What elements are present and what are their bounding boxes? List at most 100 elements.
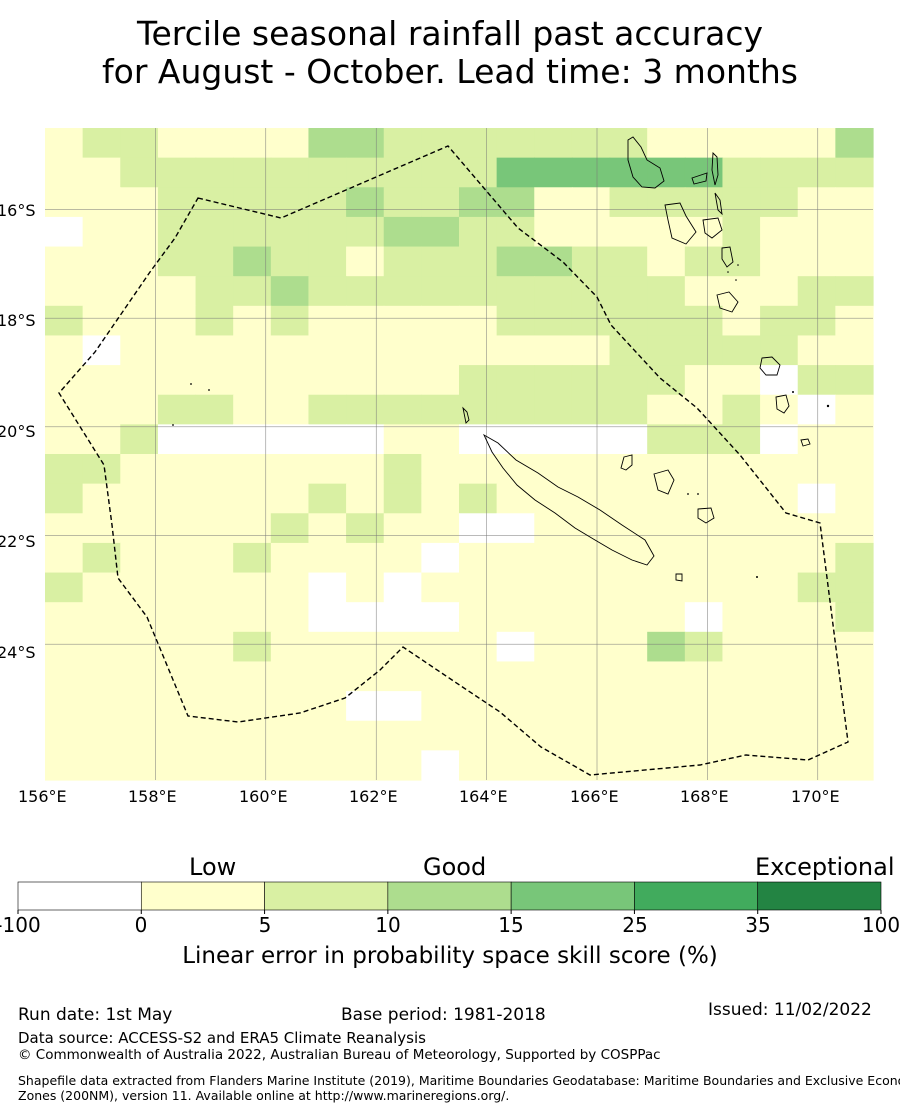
lon-label-158e: 158°E [128,787,177,806]
skill-cell [45,128,84,159]
skill-cell [760,661,799,692]
colorbar-category-exceptional: Exceptional [755,853,895,881]
skill-cell [157,750,197,781]
skill-cell [609,454,648,485]
skill-cell [157,424,197,455]
colorbar-tick-100: 100 [861,913,900,937]
skill-cell [835,276,874,307]
skill-cell [421,246,460,277]
skill-cell [760,691,799,722]
skill-cell [534,542,573,574]
skill-cell [120,631,159,663]
skill-cell [195,216,234,248]
skill-cell [346,216,385,248]
skill-cell [609,602,648,633]
skill-cell [383,572,422,603]
colorbar-bin [510,881,635,911]
skill-cell [760,365,799,396]
skill-cell [421,513,460,544]
skill-cell [346,128,385,159]
skill-cell [421,691,460,722]
skill-cell [760,216,799,248]
skill-cell [571,394,611,425]
copyright: © Commonwealth of Australia 2022, Austra… [18,1047,661,1063]
skill-cell [270,365,310,396]
aneityum-coastline [800,438,811,447]
skill-cell [308,216,347,248]
skill-cell [835,513,874,544]
skill-cell [722,602,761,633]
skill-cell [647,246,686,277]
skill-cell [120,750,159,781]
skill-cell [496,305,535,337]
skill-cell [797,128,836,159]
skill-cell [421,187,460,218]
skill-cell [571,365,611,396]
skill-cell [647,483,686,514]
skill-cell [647,335,686,366]
skill-cell [45,305,84,337]
skill-cell [684,276,724,307]
skill-cell [684,602,724,633]
skill-cell [459,305,498,337]
colorbar-bin [757,881,882,911]
skill-cell [459,631,498,663]
skill-cell [459,572,498,603]
skill-cell [421,305,460,337]
skill-cell [82,305,121,337]
skill-cell [82,394,121,425]
skill-cell [270,216,310,248]
colorbar-label: Linear error in probability space skill … [182,943,718,969]
skill-cell [496,631,535,663]
skill-cell [760,750,799,781]
skill-cell [534,513,573,544]
skill-cell [571,720,611,751]
skill-cell [421,276,460,307]
skill-cell [835,542,874,574]
skill-cell [120,691,159,722]
skill-cell [82,631,121,663]
skill-cell [797,216,836,248]
skill-cell [835,602,874,633]
skill-cell [421,424,460,455]
skill-cell [120,542,159,574]
skill-cell [760,513,799,544]
skill-cell [308,572,347,603]
skill-cell [571,157,611,188]
skill-cell [157,246,197,277]
skill-cell [459,454,498,485]
skill-cell [571,305,611,337]
skill-cell [421,661,460,692]
skill-cell [383,335,422,366]
map-gridlines [45,128,873,780]
new-caledonia-coastline [482,433,655,566]
skill-cell [195,276,234,307]
skill-cell [45,454,84,485]
skill-cell [82,750,121,781]
lat-label-20s: 20°S [0,422,36,441]
skill-cell [797,602,836,633]
skill-cell [835,128,874,159]
skill-cell [534,602,573,633]
skill-cell [722,216,761,248]
skill-cell [233,513,272,544]
lon-label-160e: 160°E [239,787,288,806]
skill-cell [346,276,385,307]
skill-cell [647,661,686,692]
skill-cell [120,246,159,277]
skill-cell [459,187,498,218]
shapefile-credit-line2: Zones (200NM), version 11. Available onl… [18,1088,510,1103]
skill-cell [534,335,573,366]
skill-cell [308,691,347,722]
skill-cell [383,483,422,514]
skill-cell [609,246,648,277]
skill-cell [195,602,234,633]
skill-cell [609,720,648,751]
skill-cell [496,424,535,455]
skill-cell [835,157,874,188]
skill-cell [233,572,272,603]
skill-cell [684,513,724,544]
skill-cell [120,572,159,603]
colorbar-tick-5: 5 [258,913,272,937]
